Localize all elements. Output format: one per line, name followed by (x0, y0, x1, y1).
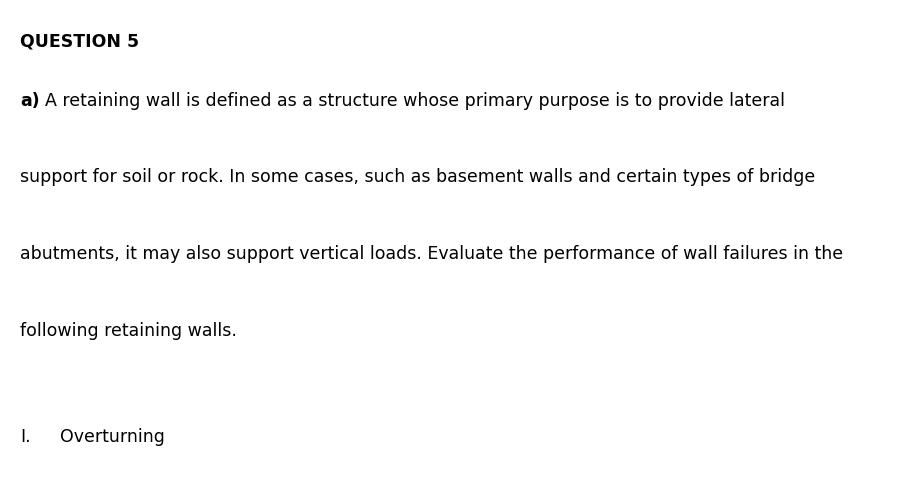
Text: abutments, it may also support vertical loads. Evaluate the performance of wall : abutments, it may also support vertical … (20, 245, 842, 263)
Text: A retaining wall is defined as a structure whose primary purpose is to provide l: A retaining wall is defined as a structu… (45, 92, 784, 109)
Text: a): a) (20, 92, 40, 109)
Text: QUESTION 5: QUESTION 5 (20, 32, 139, 50)
Text: following retaining walls.: following retaining walls. (20, 322, 236, 340)
Text: Overturning: Overturning (60, 428, 164, 446)
Text: support for soil or rock. In some cases, such as basement walls and certain type: support for soil or rock. In some cases,… (20, 168, 815, 186)
Text: I.: I. (20, 428, 31, 446)
